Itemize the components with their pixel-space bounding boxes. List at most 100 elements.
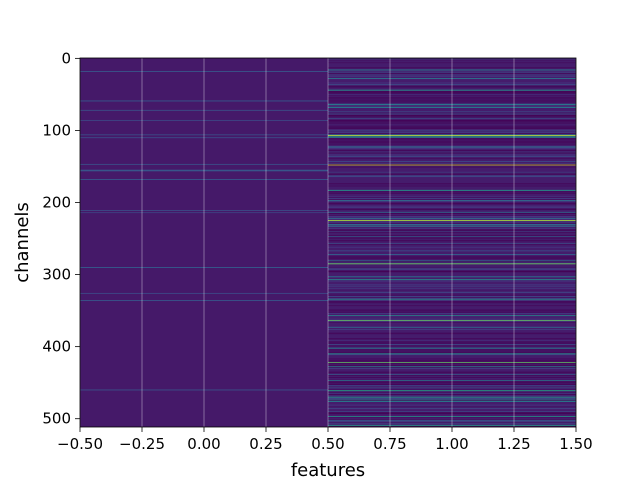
heatmap-cell [328, 392, 576, 394]
heatmap-cell [328, 257, 576, 259]
heatmap-cell [328, 122, 576, 124]
heatmap-cell [328, 378, 576, 380]
heatmap-cell [328, 332, 576, 334]
heatmap-cell [328, 121, 576, 123]
heatmap-cell [328, 128, 576, 130]
y-tick-label: 200 [42, 194, 71, 212]
heatmap-cell [328, 250, 576, 252]
heatmap-cell [328, 166, 576, 168]
heatmap-cell [80, 170, 328, 172]
heatmap-cell [328, 130, 576, 131]
heatmap-cell [328, 299, 576, 301]
heatmap-cell [328, 202, 576, 204]
heatmap-cell [328, 183, 576, 185]
heatmap-cell [80, 389, 328, 391]
heatmap-cell [328, 390, 576, 392]
y-tick-label: 500 [42, 410, 71, 428]
heatmap-cell [328, 290, 576, 292]
heatmap-cell [328, 333, 576, 335]
heatmap-cell [328, 258, 576, 260]
heatmap-cell [328, 83, 576, 85]
heatmap-cell [328, 279, 576, 281]
heatmap-cell [328, 164, 576, 166]
heatmap-cell [328, 104, 576, 105]
heatmap-cell [328, 396, 576, 398]
heatmap-cell [328, 161, 576, 162]
heatmap-cell [328, 163, 576, 165]
heatmap-cell [328, 114, 576, 116]
heatmap-cell [328, 132, 576, 134]
heatmap-cell [328, 295, 576, 296]
heatmap-cell [328, 84, 576, 86]
heatmap-cell [328, 416, 576, 418]
heatmap-cell [328, 92, 576, 94]
x-axis-label: features [291, 460, 365, 480]
heatmap-cell [328, 393, 576, 395]
heatmap-cell [328, 393, 576, 394]
heatmap-cell [328, 197, 576, 198]
heatmap-cell [80, 137, 328, 139]
heatmap-cell [328, 398, 576, 400]
heatmap-cell [328, 103, 576, 105]
heatmap-cell [328, 292, 576, 294]
heatmap-cell [328, 225, 576, 227]
heatmap-cell [328, 389, 576, 391]
heatmap-cell [328, 269, 576, 271]
heatmap-cell [328, 220, 576, 222]
heatmap-cell [328, 229, 576, 231]
heatmap-cell [328, 230, 576, 232]
heatmap-cell [328, 313, 576, 314]
heatmap-cell [328, 189, 576, 191]
heatmap-cell [328, 411, 576, 413]
heatmap-cell [328, 158, 576, 160]
heatmap-cell [328, 117, 576, 119]
heatmap-cell [328, 287, 576, 289]
heatmap-cell [328, 350, 576, 352]
y-tick-label: 0 [61, 49, 71, 67]
heatmap-cell [328, 340, 576, 342]
heatmap-cell [328, 271, 576, 273]
heatmap-cell [328, 235, 576, 237]
heatmap-cell [328, 94, 576, 95]
heatmap-cell [328, 145, 576, 147]
heatmap-cell [328, 130, 576, 132]
heatmap-cell [328, 243, 576, 245]
heatmap-cell [328, 238, 576, 240]
y-tick-label: 100 [42, 121, 71, 139]
heatmap-cell [328, 91, 576, 93]
heatmap-cell [328, 150, 576, 152]
heatmap-cell [328, 217, 576, 219]
heatmap-cell [328, 148, 576, 149]
heatmap-cell [328, 256, 576, 258]
heatmap-cell [328, 236, 576, 238]
heatmap-cell [328, 267, 576, 268]
heatmap-cell [328, 386, 576, 388]
heatmap-cell [328, 421, 576, 423]
heatmap-cell [328, 385, 576, 387]
heatmap-cell [328, 297, 576, 299]
heatmap-cell [328, 101, 576, 103]
heatmap-cell [328, 422, 576, 424]
heatmap-cell [328, 127, 576, 129]
heatmap-cell [328, 300, 576, 302]
heatmap-cell [328, 132, 576, 134]
heatmap-cell [328, 243, 576, 245]
heatmap-cell [328, 151, 576, 153]
heatmap-cell [328, 73, 576, 75]
x-tick-label: 1.00 [435, 435, 468, 453]
heatmap-cell [328, 231, 576, 233]
heatmap-cell [328, 416, 576, 418]
heatmap-cell [328, 171, 576, 173]
heatmap-cell [328, 315, 576, 317]
heatmap-cell [328, 115, 576, 117]
heatmap-cell [328, 362, 576, 364]
heatmap-cell [328, 421, 576, 423]
heatmap-cell [328, 137, 576, 139]
heatmap-cell [328, 175, 576, 177]
heatmap-cell [328, 191, 576, 193]
heatmap-cell [328, 293, 576, 295]
heatmap-cell [80, 109, 328, 111]
heatmap-cell [328, 267, 576, 269]
heatmap-cell [328, 208, 576, 210]
